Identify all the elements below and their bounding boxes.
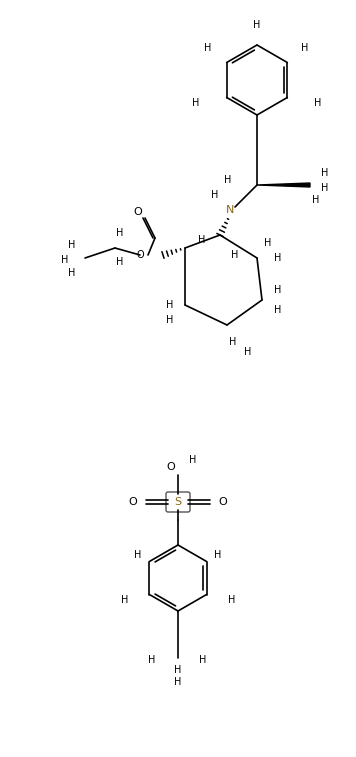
Text: H: H [204, 43, 212, 53]
Text: H: H [274, 253, 282, 263]
Text: H: H [321, 168, 329, 178]
Text: H: H [68, 268, 76, 278]
Text: H: H [312, 195, 320, 205]
Text: H: H [121, 595, 129, 605]
Text: H: H [166, 315, 174, 325]
Text: O: O [129, 497, 137, 507]
Text: H: H [224, 175, 232, 185]
Text: H: H [116, 228, 124, 238]
Text: H: H [166, 300, 174, 310]
Text: H: H [198, 235, 206, 245]
Text: O: O [167, 462, 176, 472]
Text: N: N [226, 205, 234, 215]
Text: H: H [229, 337, 237, 347]
Text: H: H [68, 240, 76, 250]
Text: H: H [134, 550, 142, 560]
Text: O: O [134, 207, 142, 217]
Text: H: H [211, 190, 219, 200]
Text: H: H [174, 677, 182, 687]
Text: H: H [253, 20, 261, 30]
Text: H: H [174, 665, 182, 675]
FancyBboxPatch shape [166, 492, 190, 512]
Text: H: H [61, 255, 69, 265]
Text: H: H [301, 43, 309, 53]
Text: H: H [231, 250, 239, 260]
Text: H: H [274, 285, 282, 295]
Text: S: S [174, 497, 182, 507]
Text: H: H [116, 257, 124, 267]
Text: H: H [214, 550, 222, 560]
Text: O: O [136, 250, 144, 260]
Polygon shape [257, 183, 310, 187]
Text: H: H [192, 98, 200, 108]
Text: H: H [274, 305, 282, 315]
Text: H: H [199, 655, 207, 665]
Text: H: H [228, 595, 236, 605]
Text: H: H [148, 655, 156, 665]
Text: H: H [314, 98, 322, 108]
Text: H: H [189, 455, 197, 465]
Text: H: H [321, 183, 329, 193]
Text: O: O [219, 497, 227, 507]
Text: H: H [264, 238, 272, 248]
Text: H: H [244, 347, 252, 357]
